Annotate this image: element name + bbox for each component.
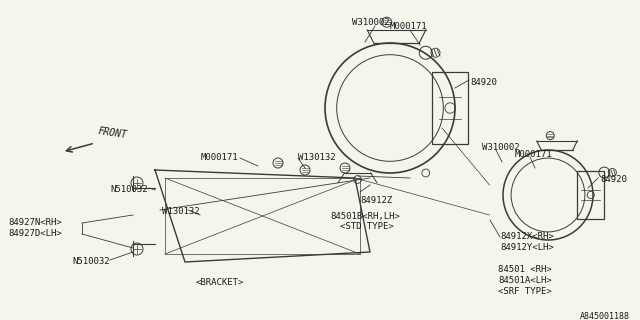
Text: W130132: W130132 <box>162 207 200 216</box>
Text: M000171: M000171 <box>390 22 428 31</box>
Text: <SRF TYPE>: <SRF TYPE> <box>498 287 552 296</box>
Text: A845001188: A845001188 <box>580 312 630 320</box>
Text: 84912Y<LH>: 84912Y<LH> <box>500 243 554 252</box>
Text: W310002: W310002 <box>482 143 520 152</box>
Text: N510032: N510032 <box>110 185 148 194</box>
Text: <BRACKET>: <BRACKET> <box>196 278 244 287</box>
Text: 84920: 84920 <box>600 175 627 184</box>
Text: 84912X<RH>: 84912X<RH> <box>500 232 554 241</box>
Text: M000171: M000171 <box>200 153 238 162</box>
Text: 84912Z: 84912Z <box>360 196 392 205</box>
Text: W130132: W130132 <box>298 153 335 162</box>
Bar <box>432 72 468 144</box>
Bar <box>577 172 604 219</box>
Text: 84501 <RH>: 84501 <RH> <box>498 265 552 274</box>
Text: 84501A<LH>: 84501A<LH> <box>498 276 552 285</box>
Text: 84501B<RH,LH>: 84501B<RH,LH> <box>330 212 400 221</box>
Text: N510032: N510032 <box>72 257 109 266</box>
Text: 84927D<LH>: 84927D<LH> <box>8 229 61 238</box>
Text: M000171: M000171 <box>515 150 552 159</box>
Text: FRONT: FRONT <box>97 126 127 140</box>
Text: W310002: W310002 <box>352 18 390 27</box>
Text: 84920: 84920 <box>470 78 497 87</box>
Text: <STD TYPE>: <STD TYPE> <box>340 222 394 231</box>
Text: 84927N<RH>: 84927N<RH> <box>8 218 61 227</box>
